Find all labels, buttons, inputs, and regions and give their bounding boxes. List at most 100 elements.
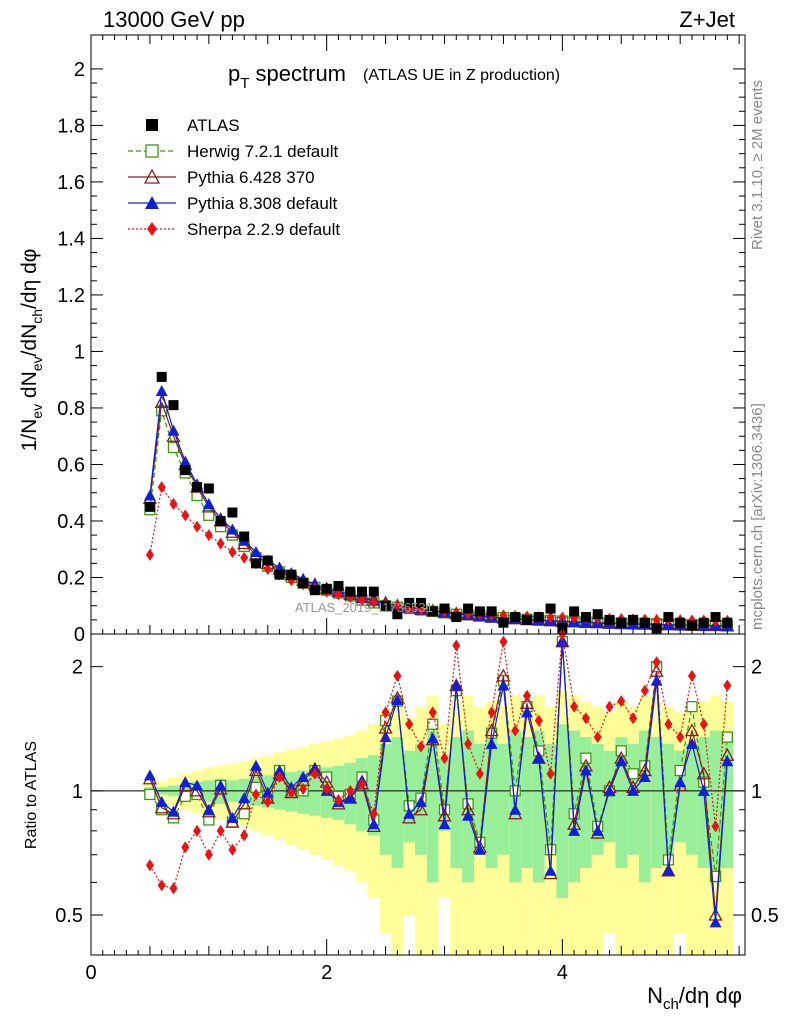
ratio-point [379, 731, 392, 743]
data-point [358, 594, 367, 607]
data-point [262, 555, 273, 566]
ratio-point [238, 792, 251, 804]
ratio-point [487, 706, 496, 719]
stat-uncertainty-band [662, 743, 675, 855]
data-point [616, 617, 627, 628]
data-point [157, 481, 166, 494]
series-herwig-7-2-1-default [144, 405, 733, 632]
data-point [202, 498, 215, 510]
ratio-point [428, 706, 437, 719]
stat-uncertainty-band [650, 737, 663, 869]
data-point [239, 531, 250, 542]
upper-series [142, 371, 735, 634]
ratio-point [509, 785, 521, 797]
x-tick-label: 4 [557, 962, 568, 984]
legend: ATLAS Herwig 7.2.1 default Pythia 6.428 37… [128, 116, 340, 239]
legend-marker [145, 144, 159, 158]
ratio-point [475, 767, 484, 780]
data-point [345, 586, 356, 597]
ratio-point [322, 783, 331, 796]
data-point [710, 612, 721, 623]
ratio-point [157, 879, 166, 892]
ratio-point [497, 679, 510, 691]
y-tick-label: 1.2 [57, 285, 85, 307]
ratio-series-pythia-8-308-default [143, 635, 734, 928]
ratio-point [155, 795, 168, 807]
ratio-point [358, 777, 367, 790]
stat-uncertainty-band [615, 737, 628, 869]
data-point [193, 520, 202, 533]
upper-panel: 0 0.2 0.4 0.6 0.8 1 1.2 1.4 1.6 1.8 2 ATLAS_2019_I… [18, 34, 746, 646]
stat-uncertainty-band [438, 758, 451, 831]
mcplots-label: mcplots.cern.ch [arXiv:1306.3436] [749, 403, 766, 630]
ratio-line [149, 641, 728, 923]
data-point [463, 603, 474, 614]
ratio-point [593, 731, 602, 744]
stat-uncertainty-band [367, 755, 380, 836]
data-point [203, 483, 214, 494]
ratio-point [145, 859, 154, 872]
data-point [651, 623, 662, 634]
ratio-point [696, 766, 711, 780]
stat-uncertainty-band [591, 743, 604, 855]
y-tick-label: 1.4 [57, 228, 85, 250]
ratio-point [721, 731, 733, 743]
data-point [216, 537, 225, 550]
stat-uncertainty-band [426, 730, 439, 883]
ratio-point [534, 714, 543, 727]
stat-uncertainty-band [674, 750, 687, 843]
data-point [249, 546, 262, 558]
ratio-point [391, 694, 404, 706]
ratio-point [629, 712, 638, 725]
ratio-point [405, 718, 414, 731]
ratio-point [204, 848, 213, 861]
ratio-point [226, 811, 239, 823]
ratio-point [416, 740, 425, 753]
ratio-point [452, 639, 461, 652]
ratio-point [697, 784, 710, 796]
ratio-point [591, 824, 604, 836]
data-point [639, 617, 650, 628]
ratio-point [709, 870, 722, 883]
ratio-point [684, 723, 700, 737]
ratio-point [346, 784, 355, 797]
series-line [149, 485, 728, 622]
ratio-point [263, 795, 272, 808]
data-point [486, 606, 497, 617]
legend-label: Pythia 6.428 370 [187, 168, 315, 187]
legend-label: Sherpa 2.2.9 default [187, 220, 340, 239]
ratio-point [532, 752, 545, 764]
ratio-point [413, 802, 429, 816]
lower-series [142, 628, 735, 928]
ratio-point [251, 788, 260, 801]
lower-ticks: 0.5 0.5 1 1 2 2 0 2 4 [55, 35, 779, 984]
ratio-point [381, 706, 390, 719]
stat-uncertainty-band [273, 773, 286, 810]
data-point [545, 603, 556, 614]
stat-uncertainty-band [485, 737, 498, 869]
ratio-point [334, 794, 343, 807]
ratio-point [450, 679, 463, 691]
stat-uncertainty-band [697, 737, 710, 869]
ratio-point [699, 718, 708, 731]
stat-uncertainty-band [603, 750, 616, 843]
data-point [569, 606, 580, 617]
data-point [180, 465, 191, 476]
stat-uncertainty-band [638, 730, 651, 883]
ratio-point [499, 635, 508, 648]
data-point [522, 614, 532, 625]
ratio-point [568, 824, 581, 836]
ratio-point [403, 807, 416, 819]
ratio-point [438, 818, 451, 830]
ratio-y-tick-label: 2 [72, 657, 83, 679]
stat-uncertainty-band [379, 743, 392, 855]
rivet-version-label: Rivet 3.1.10, ≥ 2M events [749, 80, 766, 250]
x-axis-label: Nch/dη dφ [647, 983, 742, 1013]
ratio-point [275, 771, 284, 784]
ratio-point [674, 776, 687, 788]
ratio-y-tick-label: 1 [72, 781, 83, 803]
ratio-y-tick-label-right: 1 [751, 781, 762, 803]
ratio-point [214, 779, 227, 791]
data-point [369, 596, 378, 609]
stat-uncertainty-band [521, 737, 533, 869]
